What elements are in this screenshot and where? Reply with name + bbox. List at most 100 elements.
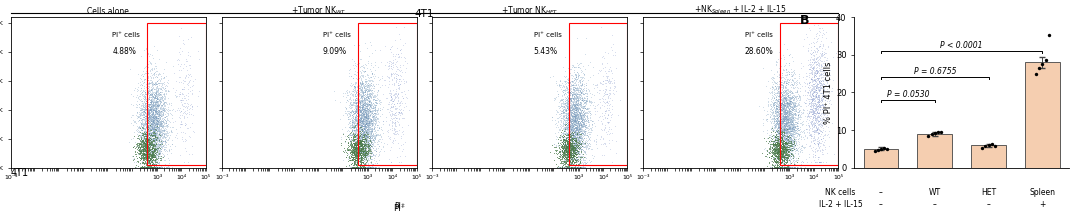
Point (772, 105, 789, 109)
Point (788, 127, 806, 131)
Point (137, 137, 154, 140)
Point (181, 54, 199, 58)
Point (359, 154, 376, 158)
Point (778, 136, 795, 139)
Point (810, 80, 827, 83)
Point (145, 66, 162, 70)
Point (137, 147, 154, 150)
Point (781, 99, 798, 102)
Point (759, 110, 777, 113)
Point (773, 116, 791, 119)
Point (140, 54, 158, 58)
Point (766, 146, 783, 150)
Point (571, 79, 589, 83)
Point (779, 155, 796, 158)
Point (770, 97, 787, 101)
Point (570, 146, 588, 149)
Point (354, 81, 372, 84)
Point (156, 107, 173, 110)
Point (780, 102, 797, 105)
Point (769, 154, 786, 158)
Point (812, 81, 829, 84)
Point (565, 135, 582, 138)
Point (782, 122, 799, 126)
Point (816, 72, 834, 76)
Point (354, 79, 372, 82)
Point (354, 121, 372, 125)
Point (588, 83, 605, 87)
Point (769, 152, 786, 156)
Point (135, 160, 152, 164)
Point (565, 92, 582, 96)
Point (138, 164, 156, 167)
Point (353, 139, 370, 142)
Point (145, 122, 162, 126)
Point (813, 150, 831, 154)
Point (814, 97, 832, 101)
Point (140, 103, 158, 107)
Point (778, 108, 795, 111)
Point (354, 146, 372, 149)
Point (349, 148, 366, 152)
Point (140, 141, 158, 145)
Point (351, 140, 368, 143)
Point (151, 143, 168, 146)
Point (350, 115, 367, 119)
Point (147, 165, 164, 169)
Point (361, 144, 378, 148)
Point (778, 123, 795, 127)
Point (152, 123, 170, 127)
Point (562, 153, 579, 156)
Point (129, 131, 146, 134)
Point (567, 128, 584, 132)
Point (768, 95, 785, 98)
Point (773, 116, 791, 119)
Point (158, 111, 175, 115)
Point (786, 124, 804, 127)
Point (558, 115, 576, 118)
Point (569, 99, 586, 102)
Point (757, 140, 774, 143)
Point (152, 121, 170, 124)
Point (152, 138, 170, 141)
Point (774, 165, 792, 169)
Point (767, 149, 784, 152)
Point (149, 104, 166, 108)
Point (799, 86, 816, 89)
Point (788, 113, 806, 117)
Point (356, 110, 374, 113)
Point (381, 137, 399, 141)
Point (762, 68, 780, 72)
Point (775, 131, 793, 134)
Point (356, 146, 374, 150)
Point (795, 80, 812, 84)
Point (783, 164, 800, 167)
Point (141, 141, 159, 145)
Point (146, 165, 163, 169)
Point (152, 86, 170, 89)
Point (566, 123, 583, 127)
Point (801, 90, 819, 94)
Point (357, 136, 375, 140)
Point (565, 124, 582, 127)
Point (570, 120, 588, 123)
Point (152, 131, 170, 134)
Point (355, 122, 373, 126)
Point (775, 95, 793, 98)
Point (567, 149, 584, 152)
Point (767, 150, 784, 153)
Point (175, 92, 192, 96)
Point (130, 145, 147, 149)
Point (774, 149, 792, 153)
Point (781, 147, 798, 151)
Point (569, 165, 586, 169)
Point (359, 138, 376, 142)
Point (809, 155, 826, 158)
Point (768, 152, 785, 155)
Point (143, 153, 160, 157)
Point (347, 112, 364, 115)
Point (576, 98, 593, 102)
Point (567, 150, 584, 154)
Point (559, 149, 577, 152)
Point (151, 129, 168, 133)
